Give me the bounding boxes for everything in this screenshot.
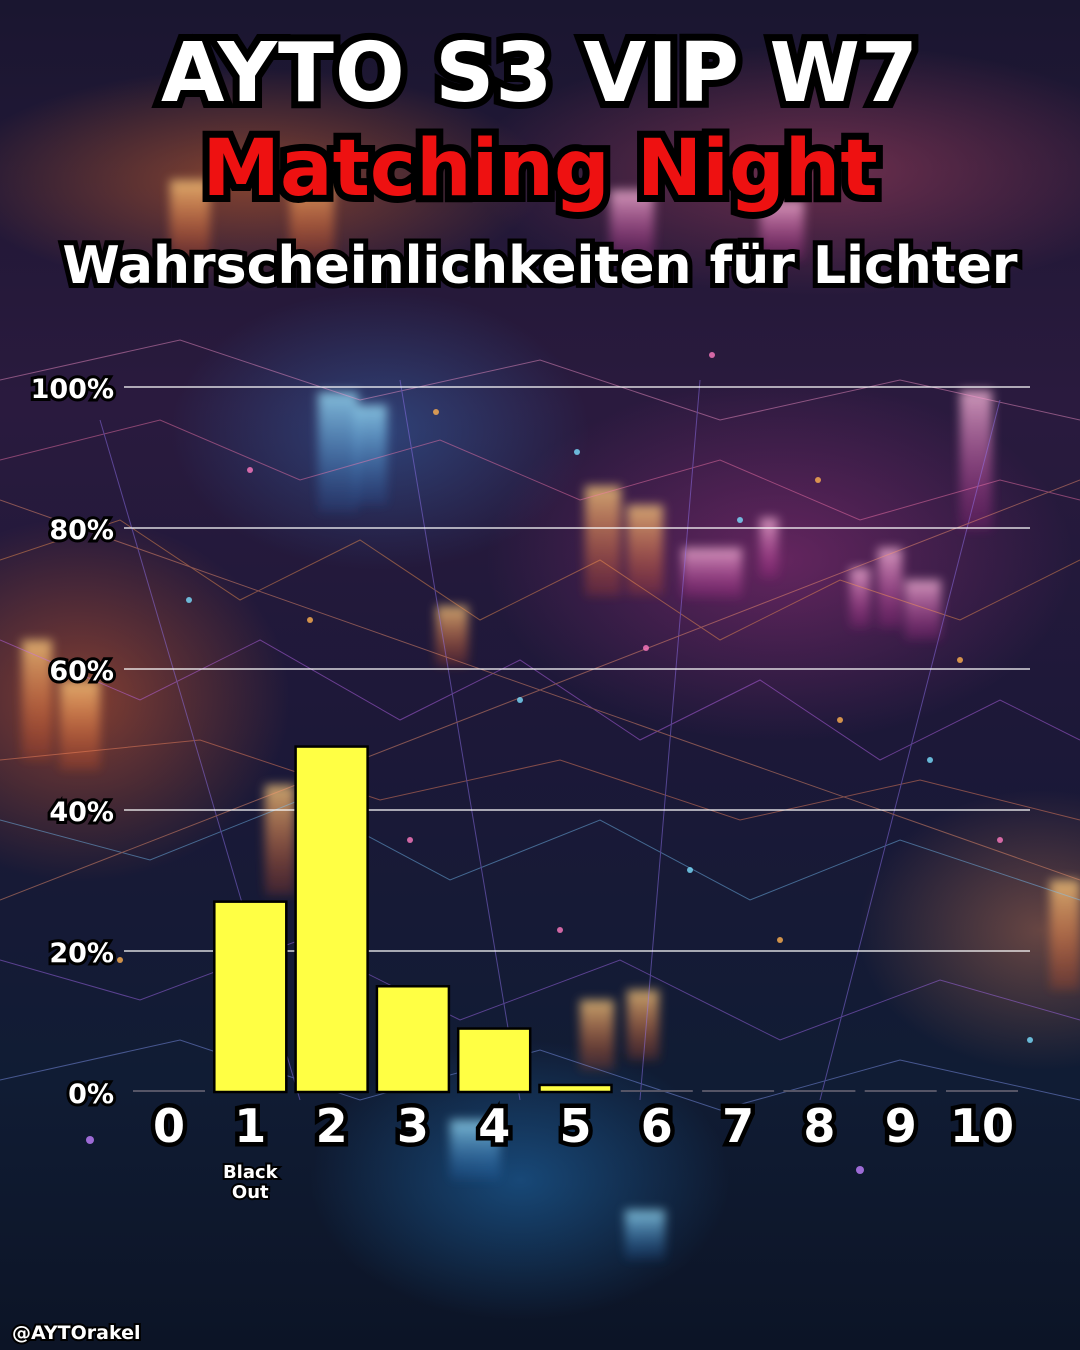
y-tick-label: 80% — [49, 515, 114, 546]
x-tick-label: 6 — [641, 1099, 673, 1153]
x-tick-label: 7 — [722, 1099, 754, 1153]
y-tick-label: 100% — [31, 374, 114, 405]
author-handle: @AYTOrakel — [10, 1320, 142, 1346]
chart-subtitle: Matching Night — [195, 117, 884, 221]
bar — [294, 745, 369, 1094]
chart-title: AYTO S3 VIP W7 — [154, 19, 925, 128]
bar — [213, 900, 288, 1094]
x-tick-label: 0 — [153, 1099, 185, 1153]
x-tick-label: 10 — [950, 1099, 1014, 1153]
annotation-black-out: Black — [223, 1162, 279, 1183]
y-tick-label: 40% — [49, 797, 114, 828]
annotation-black-out: Out — [232, 1182, 269, 1203]
x-axis-tick-labels: 0 1 2 3 4 5 6 7 8 9 10 — [148, 1095, 1018, 1158]
x-tick-label: 1 — [234, 1099, 266, 1153]
bar — [375, 985, 451, 1094]
y-tick-label: 0% — [68, 1079, 114, 1110]
bars — [133, 745, 1018, 1094]
bar — [456, 1027, 532, 1094]
y-axis-tick-labels: 0% 20% 40% 60% 80% 100% — [28, 371, 117, 1113]
x-tick-label: 8 — [803, 1099, 835, 1153]
x-tick-label: 9 — [885, 1099, 917, 1153]
bar — [538, 1083, 613, 1094]
x-tick-label: 4 — [478, 1099, 510, 1153]
gridlines — [124, 386, 1030, 952]
x-tick-label: 2 — [316, 1099, 348, 1153]
y-tick-label: 60% — [49, 656, 114, 687]
x-tick-label: 3 — [397, 1099, 429, 1153]
x-tick-label: 5 — [559, 1099, 591, 1153]
y-tick-label: 20% — [49, 938, 114, 969]
chart-caption: Wahrscheinlichkeiten für Lichter — [57, 231, 1022, 301]
